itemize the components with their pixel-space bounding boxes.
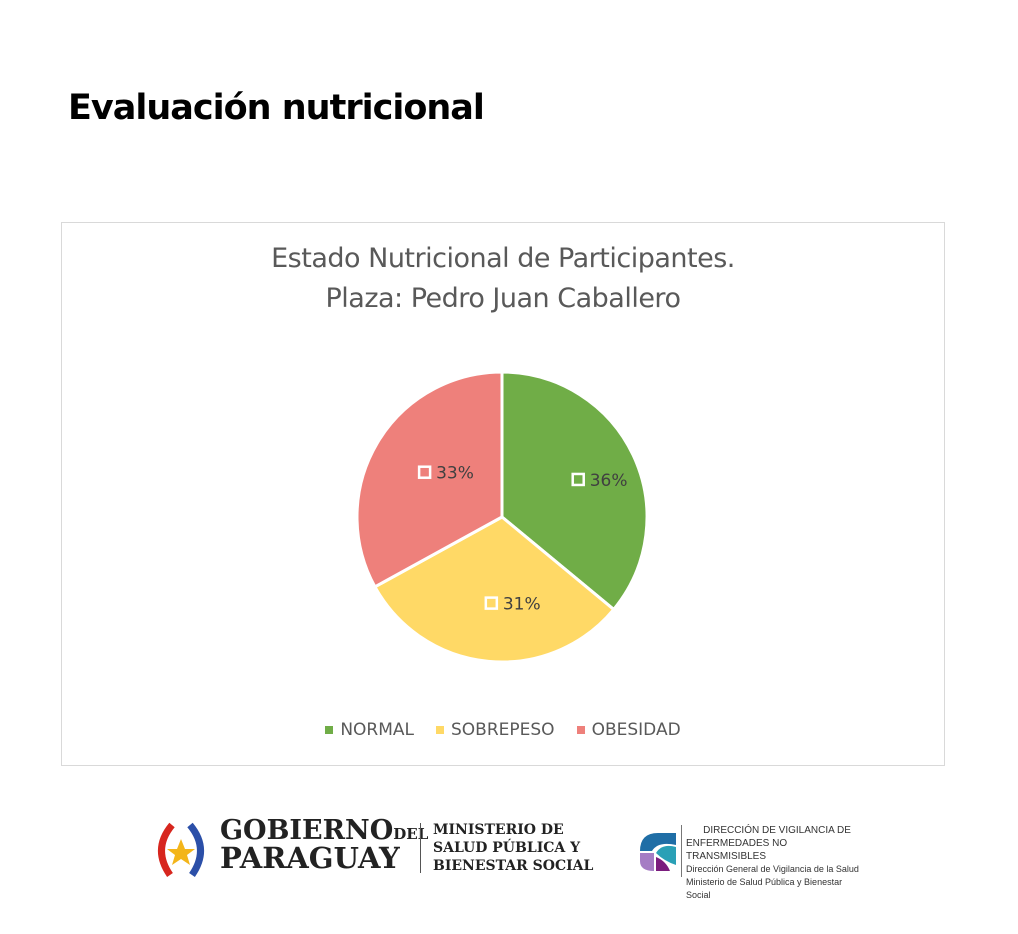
divider	[681, 825, 682, 877]
gov-del: DEL	[393, 825, 429, 843]
pie-slice-obesidad	[355, 370, 504, 589]
legend-label: NORMAL	[340, 720, 414, 740]
legend-label: OBESIDAD	[591, 720, 681, 740]
data-label: 33%	[417, 464, 474, 484]
legend-item-normal: NORMAL	[325, 720, 414, 740]
legend-item-obesidad: OBESIDAD	[576, 720, 681, 740]
chart-title-line1: Estado Nutricional de Participantes.	[271, 243, 735, 274]
footer-logos: GOBIERNODEL PARAGUAY MINISTERIO DE SALUD…	[148, 815, 868, 900]
legend-swatch	[576, 726, 585, 734]
chart-title-line2: Plaza: Pedro Juan Caballero	[325, 283, 681, 314]
pie-slice-normal	[500, 370, 649, 612]
gov-line2: PARAGUAY	[220, 841, 400, 875]
ministry-name: MINISTERIO DE SALUD PÚBLICA Y BIENESTAR …	[433, 821, 593, 875]
legend-item-sobrepeso: SOBREPESO	[436, 720, 555, 740]
page-title: Evaluación nutricional	[68, 88, 485, 128]
dvent-logo-icon	[640, 833, 676, 871]
data-label: 31%	[484, 595, 541, 615]
dvent-line: DIRECCIÓN DE VIGILANCIA DE	[703, 825, 851, 836]
legend-swatch	[325, 726, 334, 734]
paraguay-coat-of-arms-icon	[158, 822, 204, 877]
pie-plot: 36% 31% 33%	[355, 370, 649, 664]
divider	[420, 823, 421, 873]
data-label-text: 36%	[590, 471, 628, 491]
legend-label: SOBREPESO	[451, 720, 555, 740]
data-label-text: 33%	[436, 464, 474, 484]
dvent-line: Ministerio de Salud Pública y Bienestar …	[686, 877, 843, 900]
legend-swatch	[436, 726, 444, 734]
dvent-line: Dirección General de Vigilancia de la Sa…	[686, 864, 859, 874]
data-label-text: 31%	[503, 595, 541, 615]
data-label: 36%	[571, 471, 628, 491]
dvent-text: DIRECCIÓN DE VIGILANCIA DE ENFERMEDADES …	[686, 824, 868, 902]
ministry-line: SALUD PÚBLICA Y	[433, 840, 581, 856]
dvent-line: ENFERMEDADES NO TRANSMISIBLES	[686, 838, 788, 862]
legend: NORMAL SOBREPESO OBESIDAD	[62, 720, 944, 740]
gov-line1: GOBIERNO	[220, 815, 394, 846]
ministry-line: BIENESTAR SOCIAL	[433, 858, 594, 874]
data-label-marker	[417, 465, 432, 479]
pie-slice-sobrepeso	[372, 515, 616, 664]
pie-chart: Estado Nutricional de Participantes. Pla…	[61, 222, 945, 766]
ministry-line: MINISTERIO DE	[433, 822, 564, 838]
data-label-marker	[571, 472, 585, 487]
data-label-marker	[484, 596, 499, 610]
